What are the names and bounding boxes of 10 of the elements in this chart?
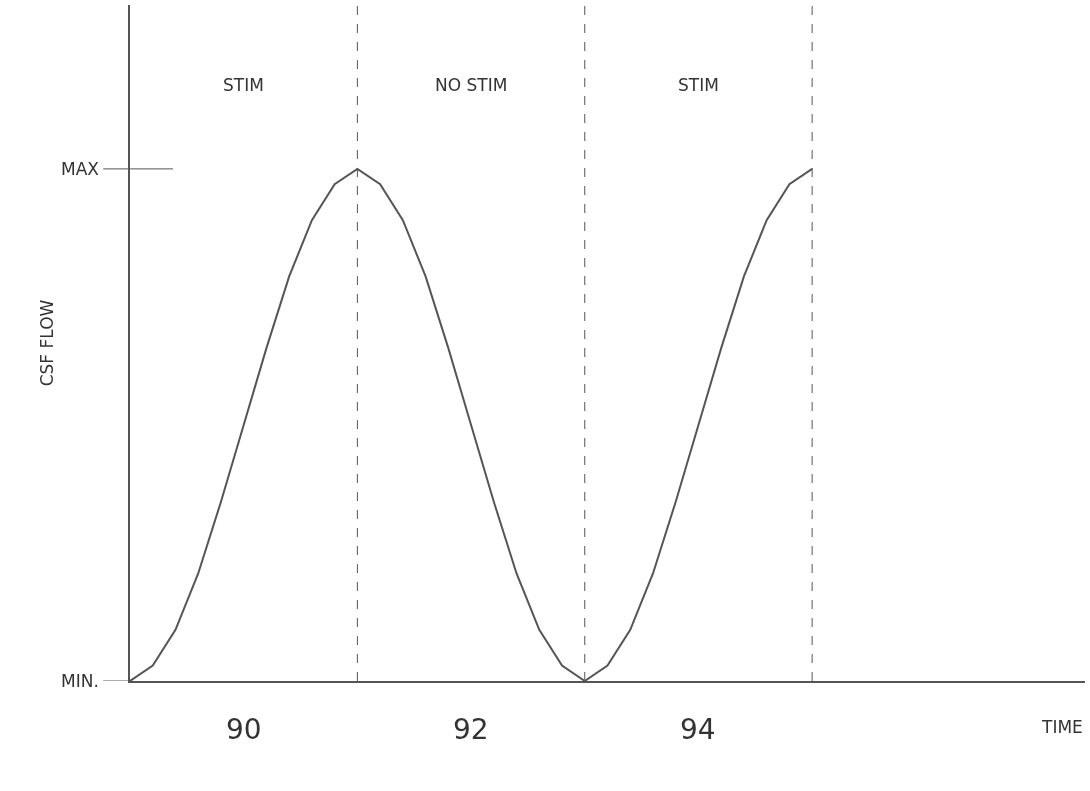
text: 90: [226, 713, 262, 746]
text: 92: [453, 713, 489, 746]
text: 94: [680, 713, 716, 746]
text: MAX: [61, 159, 100, 179]
y-axis-title: CSF FLOW: [37, 299, 58, 387]
text: NO STIM: [435, 75, 508, 95]
text: TIME: [1041, 717, 1083, 737]
text: STIM: [678, 75, 719, 95]
text: STIM: [223, 75, 264, 95]
text: MIN.: [61, 671, 99, 691]
